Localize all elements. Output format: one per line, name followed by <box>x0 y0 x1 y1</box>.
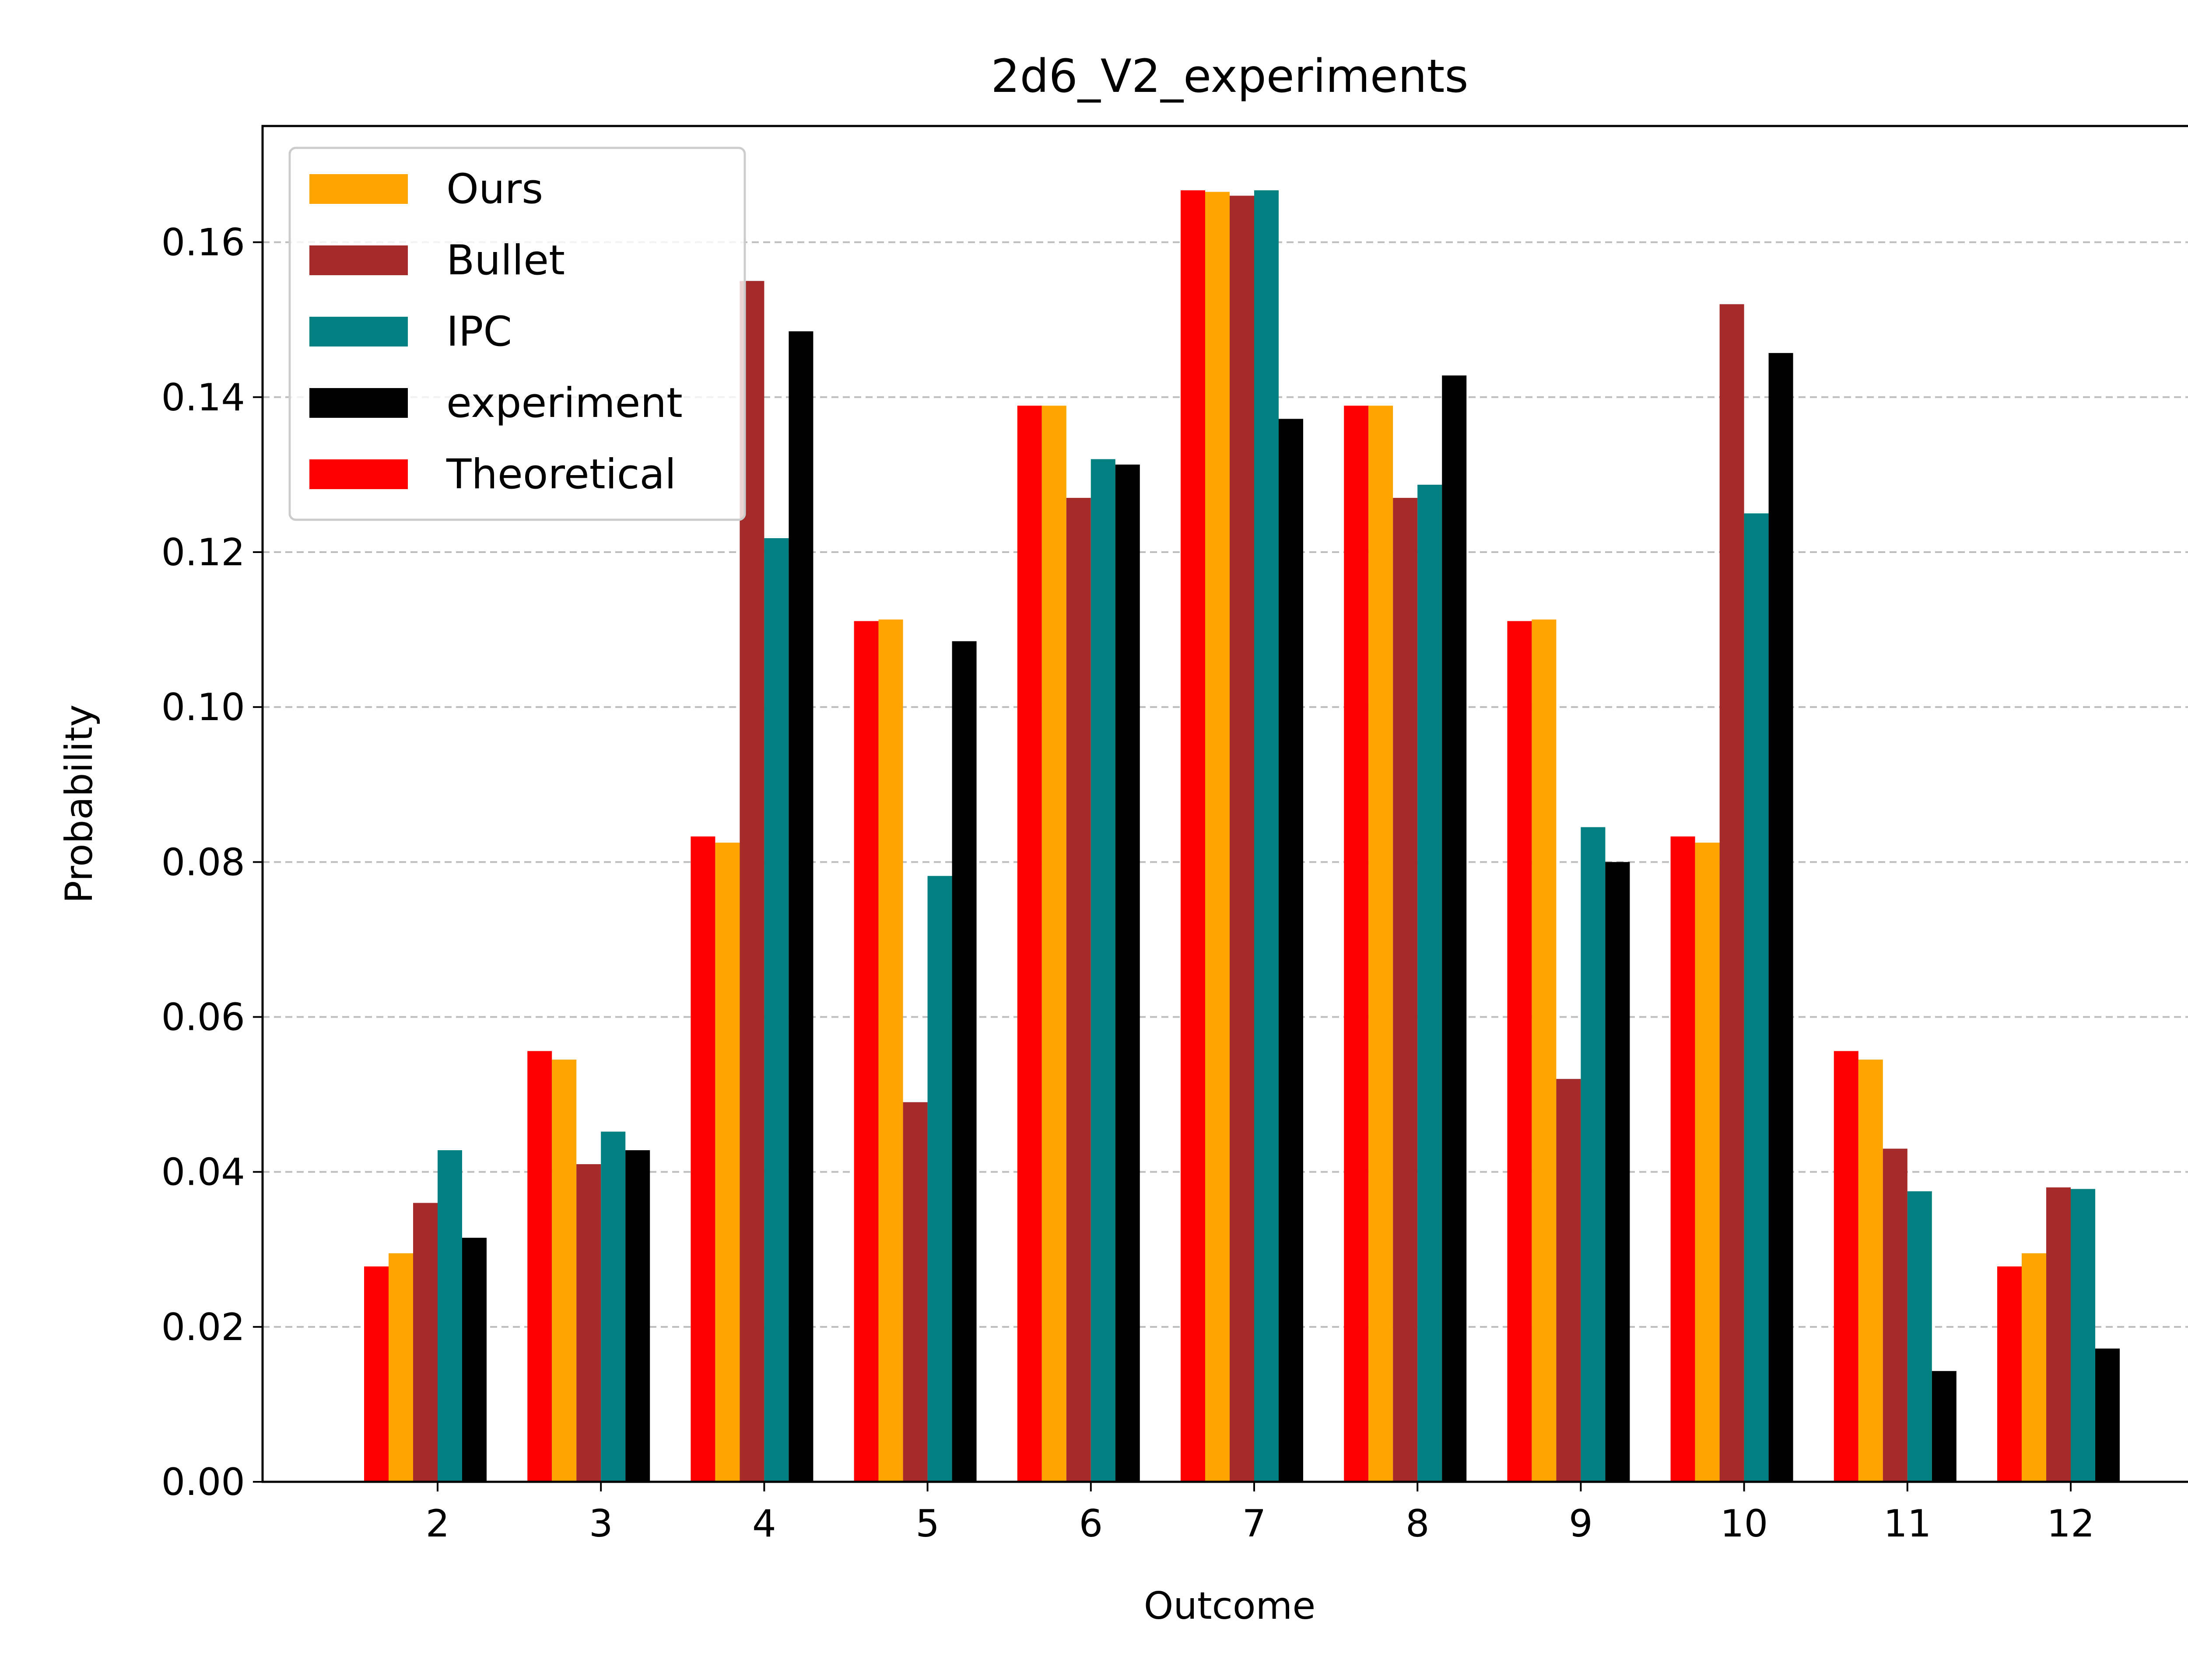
y-tick-label: 0.02 <box>161 1306 245 1349</box>
bar-experiment-8 <box>1442 375 1467 1482</box>
legend-swatch-bullet <box>309 245 408 275</box>
bar-ours-12 <box>2022 1253 2046 1482</box>
bar-theoretical-7 <box>1181 190 1205 1482</box>
bar-ours-10 <box>1695 843 1720 1482</box>
x-tick-label: 6 <box>1079 1502 1103 1546</box>
bar-bullet-5 <box>903 1102 928 1482</box>
bar-experiment-3 <box>625 1150 650 1482</box>
legend-swatch-theoretical <box>309 459 408 489</box>
y-tick-label: 0.06 <box>161 995 245 1039</box>
bar-ours-11 <box>1858 1059 1883 1482</box>
x-tick-label: 2 <box>426 1502 450 1546</box>
x-tick-label: 5 <box>915 1502 940 1546</box>
bar-theoretical-8 <box>1344 406 1369 1482</box>
bar-ours-4 <box>715 843 740 1482</box>
bar-ipc-2 <box>438 1150 462 1482</box>
legend-box <box>288 147 746 521</box>
bar-ipc-3 <box>601 1131 626 1482</box>
x-axis-ticks: 2 3 4 5 6 7 8 9 10 11 12 <box>426 1482 2095 1546</box>
bar-ipc-5 <box>927 876 952 1482</box>
y-tick-label: 0.00 <box>161 1460 245 1504</box>
bar-bullet-3 <box>576 1164 601 1482</box>
bar-bullet-8 <box>1393 498 1418 1482</box>
legend: Ours Bullet IPC experiment Theoretical <box>288 147 746 521</box>
y-tick-label: 0.14 <box>161 376 245 420</box>
bar-ours-3 <box>552 1059 577 1482</box>
x-tick-label: 8 <box>1406 1502 1430 1546</box>
x-tick-label: 7 <box>1242 1502 1266 1546</box>
bar-bullet-10 <box>1719 304 1744 1482</box>
axes-frame <box>261 125 2188 1483</box>
bar-theoretical-12 <box>1997 1266 2022 1482</box>
bar-theoretical-3 <box>527 1051 552 1482</box>
x-tick-label: 12 <box>2047 1502 2094 1546</box>
bar-ipc-11 <box>1907 1191 1932 1482</box>
bar-theoretical-10 <box>1670 836 1695 1482</box>
bar-ipc-12 <box>2071 1189 2095 1482</box>
bar-experiment-4 <box>789 331 813 1482</box>
bar-ipc-8 <box>1417 484 1442 1482</box>
bar-bullet-7 <box>1230 196 1254 1482</box>
chart-title: 2d6_V2_experiments <box>991 49 1468 103</box>
legend-label-ours: Ours <box>446 165 543 213</box>
bar-theoretical-6 <box>1017 406 1042 1482</box>
x-tick-label: 10 <box>1720 1502 1768 1546</box>
bar-experiment-9 <box>1605 862 1630 1482</box>
y-tick-label: 0.12 <box>161 531 245 574</box>
bar-experiment-5 <box>952 641 977 1482</box>
y-tick-label: 0.16 <box>161 221 245 265</box>
bar-theoretical-11 <box>1834 1051 1858 1482</box>
bar-ipc-10 <box>1744 513 1769 1482</box>
y-tick-label: 0.04 <box>161 1151 245 1194</box>
x-tick-label: 3 <box>589 1502 613 1546</box>
bar-bullet-2 <box>413 1203 438 1482</box>
y-tick-label: 0.10 <box>161 686 245 729</box>
bars <box>364 190 2120 1482</box>
bar-ours-2 <box>389 1253 413 1482</box>
bar-bullet-12 <box>2046 1187 2071 1482</box>
bar-theoretical-2 <box>364 1266 389 1482</box>
bar-experiment-2 <box>462 1238 487 1482</box>
legend-swatch-ipc <box>309 317 408 346</box>
bar-experiment-7 <box>1279 419 1303 1482</box>
bar-theoretical-9 <box>1507 621 1532 1482</box>
bar-ipc-9 <box>1581 827 1606 1482</box>
legend-label-ipc: IPC <box>446 308 512 356</box>
bar-bullet-9 <box>1556 1079 1581 1482</box>
legend-label-experiment: experiment <box>446 379 683 427</box>
x-tick-label: 11 <box>1883 1502 1931 1546</box>
y-axis-label: Probability <box>57 704 101 903</box>
bar-ours-8 <box>1368 406 1393 1482</box>
bar-experiment-10 <box>1768 353 1793 1482</box>
bar-ours-5 <box>878 620 903 1482</box>
x-axis-label: Outcome <box>1144 1584 1316 1628</box>
legend-label-theoretical: Theoretical <box>446 451 676 498</box>
bar-experiment-11 <box>1932 1371 1957 1482</box>
y-axis-ticks: 0.00 0.02 0.04 0.06 0.08 0.10 0.12 0.14 0.16 <box>161 221 263 1504</box>
bar-ours-9 <box>1532 620 1557 1482</box>
bar-ipc-7 <box>1254 190 1279 1482</box>
x-tick-label: 9 <box>1569 1502 1593 1546</box>
bar-theoretical-4 <box>691 836 715 1482</box>
bar-theoretical-5 <box>854 621 879 1482</box>
legend-label-bullet: Bullet <box>446 237 565 284</box>
bar-bullet-11 <box>1883 1148 1907 1482</box>
bar-ipc-6 <box>1090 459 1115 1482</box>
x-tick-label: 4 <box>752 1502 776 1546</box>
bar-ours-7 <box>1205 192 1230 1482</box>
legend-swatch-experiment <box>309 388 408 418</box>
bar-ipc-4 <box>764 538 789 1482</box>
y-tick-label: 0.08 <box>161 840 245 884</box>
bar-ours-6 <box>1041 406 1066 1482</box>
bar-experiment-12 <box>2095 1348 2120 1482</box>
bar-experiment-6 <box>1115 464 1140 1482</box>
bar-bullet-6 <box>1066 498 1091 1482</box>
legend-swatch-ours <box>309 174 408 204</box>
